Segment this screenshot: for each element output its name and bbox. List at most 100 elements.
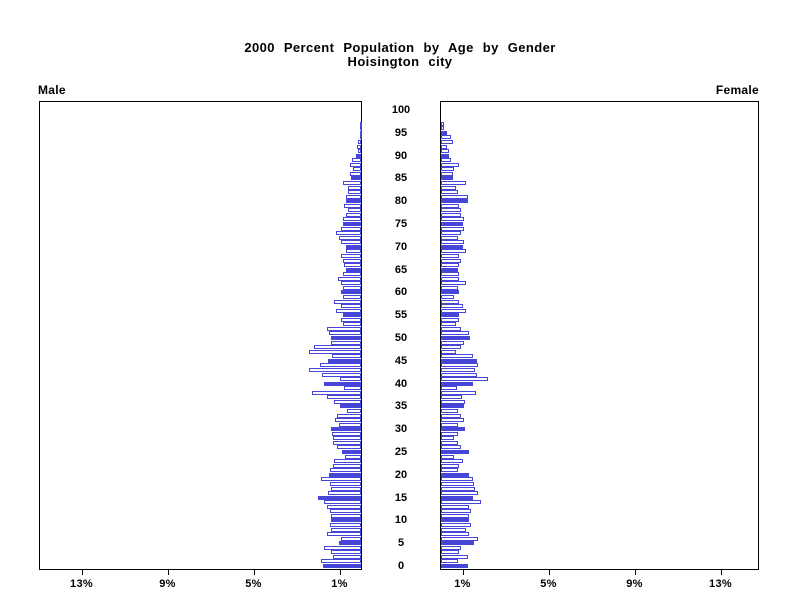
female-bar-age-2 bbox=[441, 554, 468, 559]
male-bar-age-30 bbox=[331, 427, 361, 432]
female-bar-age-58 bbox=[441, 299, 459, 304]
female-bar-age-74 bbox=[441, 226, 464, 231]
male-bar-age-3 bbox=[331, 550, 361, 555]
male-panel-label: Male bbox=[38, 83, 66, 97]
male-bar-age-81 bbox=[346, 194, 361, 199]
female-bar-age-23 bbox=[441, 459, 463, 464]
female-bar-age-65 bbox=[441, 267, 458, 272]
female-axis-tick-9pct bbox=[634, 570, 636, 575]
female-panel bbox=[440, 101, 759, 570]
male-bar-age-59 bbox=[343, 295, 361, 299]
female-bar-age-13 bbox=[441, 504, 469, 509]
male-bar-age-60 bbox=[341, 290, 361, 295]
female-bar-age-97 bbox=[441, 121, 444, 126]
male-bar-age-29 bbox=[332, 431, 361, 436]
female-bar-age-16 bbox=[441, 491, 478, 495]
female-bar-age-61 bbox=[441, 285, 458, 290]
female-bar-age-81 bbox=[441, 194, 468, 199]
male-bar-age-62 bbox=[341, 281, 361, 286]
female-bar-age-51 bbox=[441, 331, 469, 336]
male-bar-age-79 bbox=[344, 203, 361, 208]
male-bar-age-49 bbox=[331, 340, 361, 345]
male-bar-age-92 bbox=[357, 144, 361, 149]
male-bar-age-28 bbox=[333, 436, 361, 441]
female-bar-age-41 bbox=[441, 377, 488, 381]
male-bar-age-8 bbox=[331, 527, 361, 532]
female-bar-age-83 bbox=[441, 185, 456, 190]
male-bar-age-70 bbox=[346, 244, 361, 249]
female-bar-age-24 bbox=[441, 454, 454, 459]
age-axis-label-45: 45 bbox=[394, 354, 408, 367]
female-bar-age-27 bbox=[441, 440, 458, 445]
female-bar-age-77 bbox=[441, 212, 461, 217]
male-bar-age-68 bbox=[341, 253, 361, 258]
male-bar-age-24 bbox=[345, 454, 361, 459]
male-bar-age-84 bbox=[343, 181, 361, 185]
female-bar-age-19 bbox=[441, 477, 473, 482]
female-bar-age-15 bbox=[441, 495, 473, 500]
female-bar-age-95 bbox=[441, 130, 447, 135]
male-bar-age-4 bbox=[324, 545, 361, 550]
male-bar-age-74 bbox=[341, 226, 361, 231]
age-axis-label-25: 25 bbox=[394, 446, 408, 458]
female-bar-age-78 bbox=[441, 208, 461, 213]
female-bar-age-35 bbox=[441, 404, 464, 409]
female-bar-age-20 bbox=[441, 472, 469, 477]
female-bar-age-90 bbox=[441, 153, 449, 158]
female-bar-age-85 bbox=[441, 176, 453, 181]
male-bar-age-22 bbox=[333, 463, 361, 468]
male-bar-age-89 bbox=[352, 158, 361, 163]
female-bar-age-10 bbox=[441, 518, 469, 523]
female-bar-age-59 bbox=[441, 295, 454, 299]
female-bar-age-72 bbox=[441, 235, 458, 240]
age-axis-label-100: 100 bbox=[391, 104, 411, 116]
age-axis-label-65: 65 bbox=[394, 263, 408, 276]
female-bar-age-14 bbox=[441, 500, 481, 505]
female-bar-age-69 bbox=[441, 249, 466, 254]
female-bar-age-37 bbox=[441, 395, 462, 400]
age-axis-label-15: 15 bbox=[394, 491, 408, 504]
male-bar-age-14 bbox=[324, 500, 361, 505]
female-axis-tick-label-5pct: 5% bbox=[540, 578, 557, 590]
male-bar-age-15 bbox=[318, 495, 361, 500]
male-bar-age-6 bbox=[341, 536, 361, 541]
male-bar-age-31 bbox=[339, 422, 361, 427]
female-bar-age-67 bbox=[441, 258, 461, 263]
age-axis-label-40: 40 bbox=[394, 377, 408, 390]
female-bar-age-75 bbox=[441, 222, 463, 226]
female-bar-age-30 bbox=[441, 427, 465, 432]
male-bar-age-73 bbox=[336, 231, 361, 236]
male-bar-age-95 bbox=[360, 130, 362, 135]
female-bar-age-38 bbox=[441, 390, 476, 395]
male-bar-age-32 bbox=[335, 418, 361, 423]
male-bar-age-80 bbox=[346, 199, 361, 204]
female-axis-tick-5pct bbox=[548, 570, 550, 575]
male-bar-age-94 bbox=[360, 135, 362, 140]
male-bar-age-20 bbox=[329, 472, 361, 477]
female-bar-age-12 bbox=[441, 509, 471, 514]
age-axis-label-90: 90 bbox=[394, 149, 408, 162]
age-axis-label-35: 35 bbox=[394, 400, 408, 413]
female-bar-age-44 bbox=[441, 363, 478, 368]
male-axis-tick-13pct bbox=[81, 570, 83, 575]
female-bar-age-31 bbox=[441, 422, 458, 427]
female-bar-age-46 bbox=[441, 354, 473, 359]
male-bar-age-90 bbox=[356, 153, 361, 158]
male-bar-age-0 bbox=[323, 564, 361, 568]
female-bar-age-60 bbox=[441, 290, 459, 295]
female-bar-age-18 bbox=[441, 481, 474, 486]
male-bar-age-35 bbox=[340, 404, 361, 409]
female-bar-age-79 bbox=[441, 203, 459, 208]
male-bar-age-36 bbox=[334, 399, 361, 404]
female-bar-age-39 bbox=[441, 386, 457, 391]
male-bar-age-87 bbox=[353, 167, 361, 172]
female-bar-age-96 bbox=[441, 126, 444, 131]
female-bar-age-6 bbox=[441, 536, 478, 541]
male-axis-tick-label-9pct: 9% bbox=[159, 578, 176, 590]
male-bar-age-78 bbox=[348, 208, 361, 213]
female-bar-age-47 bbox=[441, 349, 456, 354]
female-bar-age-71 bbox=[441, 240, 464, 245]
female-bar-age-29 bbox=[441, 431, 458, 436]
male-bar-age-16 bbox=[328, 491, 361, 495]
male-bar-age-63 bbox=[338, 276, 361, 281]
